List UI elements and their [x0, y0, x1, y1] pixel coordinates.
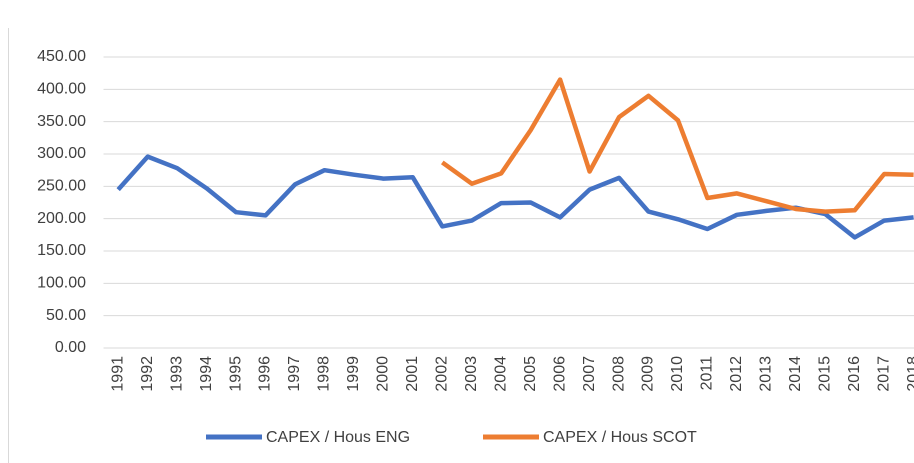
- x-tick-label: 2002: [434, 356, 451, 392]
- y-tick-label: 300.00: [37, 145, 86, 162]
- x-tick-label: 1993: [168, 356, 185, 392]
- x-tick-label: 1992: [139, 356, 156, 392]
- y-tick-label: 200.00: [37, 210, 86, 227]
- x-tick-label: 2003: [463, 356, 480, 392]
- series-line: [116, 154, 914, 240]
- y-tick-label: 350.00: [37, 113, 86, 130]
- x-tick-label: 1998: [316, 356, 333, 392]
- y-tick-label: 50.00: [46, 307, 86, 324]
- x-tick-label: 2017: [875, 356, 892, 392]
- y-tick-label: 150.00: [37, 242, 86, 259]
- y-tick-label: 0.00: [55, 339, 86, 356]
- x-tick-label: 2010: [669, 356, 686, 392]
- x-tick-label: 2012: [728, 356, 745, 392]
- y-tick-label: 450.00: [37, 48, 86, 65]
- y-tick-label: 250.00: [37, 178, 86, 195]
- series-line: [440, 77, 914, 214]
- x-tick-label: 2006: [551, 356, 568, 392]
- x-tick-label: 2016: [846, 356, 863, 392]
- y-tick-label: 100.00: [37, 275, 86, 292]
- x-tick-label: 2018: [905, 356, 914, 392]
- x-tick-label: 2004: [492, 356, 509, 392]
- x-tick-label: 1996: [257, 356, 274, 392]
- x-tick-label: 2000: [375, 356, 392, 392]
- x-tick-label: 2013: [758, 356, 775, 392]
- x-tick-label: 2011: [699, 356, 716, 391]
- legend-label: CAPEX / Hous ENG: [266, 429, 410, 446]
- x-tick-label: 2015: [816, 356, 833, 392]
- x-tick-label: 2007: [581, 356, 598, 392]
- x-tick-label: 1991: [109, 356, 126, 392]
- x-tick-label: 2001: [404, 356, 421, 392]
- legend-label: CAPEX / Hous SCOT: [543, 429, 697, 446]
- x-tick-label: 2009: [640, 356, 657, 392]
- x-tick-label: 1999: [345, 356, 362, 392]
- x-tick-label: 1994: [198, 356, 215, 392]
- x-tick-label: 2014: [787, 356, 804, 392]
- y-tick-label: 400.00: [37, 81, 86, 98]
- x-tick-label: 2005: [522, 356, 539, 392]
- x-tick-label: 1997: [286, 356, 303, 392]
- x-tick-label: 1995: [227, 356, 244, 392]
- x-tick-label: 2008: [610, 356, 627, 392]
